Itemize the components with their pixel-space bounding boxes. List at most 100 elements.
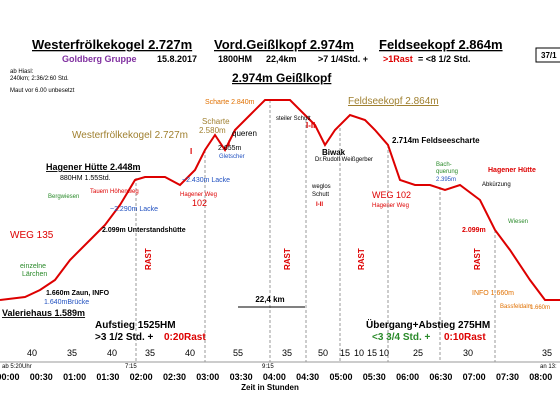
notes: ab Hiasl: 240km; 2:36/2:60 Std. Maut vor… — [10, 69, 75, 94]
clock: 9:15 — [262, 364, 274, 370]
label: Abkürzung — [482, 182, 511, 188]
rast: RAST — [144, 248, 153, 270]
label: Wiesen — [508, 219, 528, 225]
info: >7 1/4Std. + — [318, 54, 368, 64]
clock: ab 5:20Uhr — [2, 364, 32, 370]
descent-time: <3 3/4 Std. + — [372, 332, 431, 343]
label: Tauern Höhenweg — [90, 189, 139, 195]
divider-lines — [0, 100, 560, 363]
label: Scharte 2.840m — [205, 99, 255, 106]
duration: 35 — [542, 348, 552, 358]
duration: 10 — [354, 348, 364, 358]
label: 1.640mBrücke — [44, 299, 89, 306]
label: 1.660m Zaun, INFO — [46, 290, 110, 297]
time-tick-label: 04:00 — [263, 372, 286, 382]
label: WEG 135 — [10, 230, 54, 241]
distance: 22,4 km — [255, 295, 284, 304]
label: steiler Schutt — [276, 116, 311, 122]
ascent-time: >3 1/2 Std. + — [95, 332, 154, 343]
ascent-rest: 0:20Rast — [164, 332, 206, 343]
info: 15.8.2017 — [157, 54, 197, 64]
label: INFO 1.660m — [472, 290, 514, 297]
label: 2.580m — [199, 126, 226, 135]
rast: RAST — [357, 248, 366, 270]
label: Hagener Hütte — [488, 167, 536, 174]
label: Scharte — [202, 117, 230, 126]
info: >1Rast — [383, 54, 413, 64]
time-tick-label: 00:00 — [0, 372, 20, 382]
page-number: 37/1 — [541, 51, 557, 60]
rast: RAST — [283, 248, 292, 270]
time-tick-label: 00:30 — [30, 372, 53, 382]
label: 2.099m Unterstandshütte — [102, 227, 186, 234]
label: queren — [232, 129, 257, 138]
label: Feldseekopf 2.864m — [348, 96, 439, 107]
rast-labels: RAST RAST RAST RAST — [144, 248, 482, 270]
label: WEG 102 — [372, 190, 411, 200]
label: Hagener Hütte 2.448m — [46, 162, 141, 172]
duration: 35 — [67, 348, 77, 358]
label: ~2.290m Lacke — [110, 206, 158, 213]
time-tick-label: 05:00 — [329, 372, 352, 382]
label: 1.660m — [530, 305, 550, 311]
summary: 22,4 km Aufstieg 1525HM >3 1/2 Std. + 0:… — [95, 295, 490, 343]
label: I-II — [306, 121, 315, 130]
label: 2.395m — [436, 177, 456, 183]
info: 22,4km — [266, 54, 297, 64]
duration: 30 — [463, 348, 473, 358]
label: Bach- — [436, 162, 452, 168]
duration: 55 — [233, 348, 243, 358]
label: 2.655m — [218, 145, 242, 152]
time-tick-label: 08:00 — [529, 372, 552, 382]
info: 1800HM — [218, 54, 252, 64]
time-tick-label: 02:00 — [130, 372, 153, 382]
label: 880HM 1.55Std. — [60, 175, 111, 182]
note: ab Hiasl: — [10, 69, 34, 75]
duration: 35 — [145, 348, 155, 358]
time-axis: ab 5:20Uhr 7:15 9:15 an 13: Zeit in Stun… — [0, 348, 557, 392]
x-axis-title: Zeit in Stunden — [241, 383, 299, 392]
clock: an 13: — [540, 364, 557, 370]
label: 2.099m — [462, 227, 486, 234]
time-tick-label: 01:30 — [96, 372, 119, 382]
duration: 40 — [27, 348, 37, 358]
title: Vord.Geißlkopf 2.974m — [214, 37, 354, 52]
title: Feldseekopf 2.864m — [379, 37, 503, 52]
label: Lärchen — [22, 271, 47, 278]
duration: 10 — [379, 348, 389, 358]
label: Westerfrölkekogel 2.727m — [72, 130, 188, 141]
label: Hagener Weg — [372, 203, 409, 209]
time-tick-label: 05:30 — [363, 372, 386, 382]
info: = <8 1/2 Std. — [418, 54, 471, 64]
time-tick-label: 03:00 — [196, 372, 219, 382]
duration: 40 — [107, 348, 117, 358]
time-tick-label: 03:30 — [230, 372, 253, 382]
time-tick-label: 06:00 — [396, 372, 419, 382]
duration: 50 — [318, 348, 328, 358]
time-tick-label: 02:30 — [163, 372, 186, 382]
label: Bergwiesen — [48, 194, 79, 200]
label: Biwak — [322, 148, 346, 157]
info: Goldberg Gruppe — [62, 54, 137, 64]
descent-rest: 0:10Rast — [444, 332, 486, 343]
ascent: Aufstieg 1525HM — [95, 320, 176, 331]
label: Dr.Rudolf Weißgerber — [315, 157, 373, 163]
profile-line — [0, 99, 560, 301]
duration: 35 — [282, 348, 292, 358]
label: Schutt — [312, 192, 329, 198]
labels: 2.974m Geißlkopf Scharte 2.840m Feldseek… — [2, 71, 550, 318]
page-box — [535, 47, 560, 63]
time-tick-label: 07:00 — [463, 372, 486, 382]
time-tick-label: 07:30 — [496, 372, 519, 382]
time-tick-label: 06:30 — [429, 372, 452, 382]
title: Westerfrölkekogel 2.727m — [32, 37, 192, 52]
label: 2.974m Geißlkopf — [232, 71, 332, 85]
note: 240km; 2:36/2:60 Std. — [10, 76, 69, 82]
label: Hagener Weg — [180, 192, 217, 198]
label: Bassfeldalm — [500, 304, 533, 310]
label: I-II — [316, 202, 323, 208]
time-tick-label: 01:00 — [63, 372, 86, 382]
label: 2.714m Feldseescharte — [392, 136, 480, 145]
